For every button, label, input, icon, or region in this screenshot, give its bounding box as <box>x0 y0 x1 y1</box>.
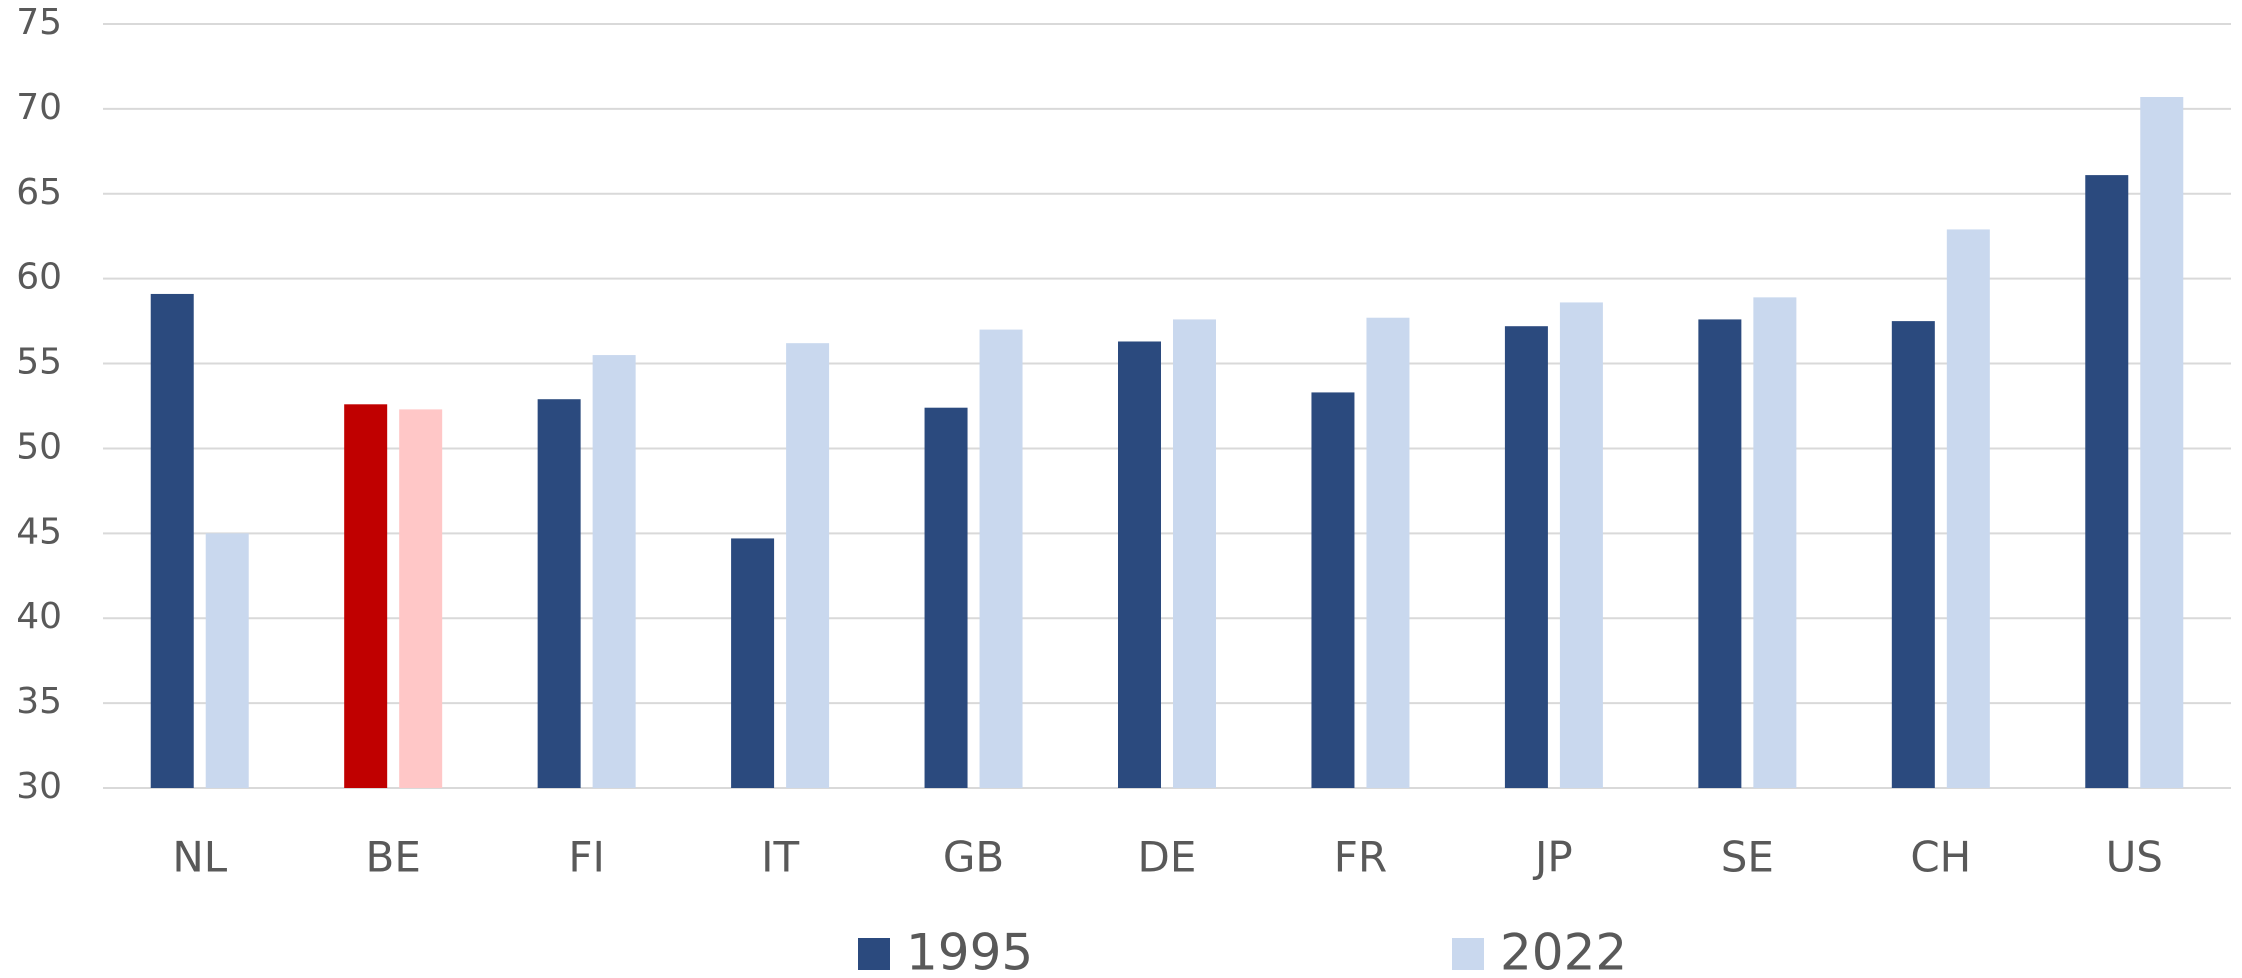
bar <box>1504 326 1548 788</box>
bar <box>1946 229 1990 789</box>
bar <box>399 409 443 788</box>
bar <box>1311 392 1355 788</box>
y-tick-label: 75 <box>16 2 62 43</box>
x-tick-label: NL <box>172 833 227 882</box>
y-tick-label: 55 <box>16 342 62 383</box>
legend-swatch <box>858 938 890 970</box>
y-tick-label: 35 <box>16 681 62 722</box>
legend-label: 1995 <box>906 924 1033 978</box>
y-tick-label: 60 <box>16 257 62 298</box>
y-tick-label: 45 <box>16 511 62 552</box>
y-tick-label: 40 <box>16 596 62 637</box>
x-tick-label: GB <box>943 833 1004 882</box>
bar <box>2085 175 2129 788</box>
bar <box>924 407 968 788</box>
bar <box>2140 97 2184 788</box>
x-tick-label: IT <box>761 833 799 882</box>
x-tick-label: US <box>2106 833 2163 882</box>
y-tick-label: 50 <box>16 426 62 467</box>
x-tick-label: DE <box>1138 833 1197 882</box>
bar <box>1559 302 1603 788</box>
x-tick-label: JP <box>1532 833 1573 882</box>
bar <box>1173 319 1216 788</box>
bar <box>205 533 249 788</box>
x-tick-label: SE <box>1721 833 1774 882</box>
y-tick-label: 65 <box>16 172 62 213</box>
bar <box>150 293 194 788</box>
bar <box>1753 297 1797 788</box>
bar <box>1118 341 1161 788</box>
y-tick-label: 30 <box>16 766 62 807</box>
x-tick-label: FR <box>1334 833 1387 882</box>
x-tick-label: CH <box>1910 833 1971 882</box>
bar <box>344 404 388 788</box>
bar <box>1698 319 1742 788</box>
legend-label: 2022 <box>1500 924 1627 978</box>
bar <box>592 355 636 788</box>
bar <box>1366 317 1410 788</box>
bar <box>979 329 1023 788</box>
bar <box>537 399 581 788</box>
bar <box>731 538 775 788</box>
legend-swatch <box>1452 938 1484 970</box>
x-tick-label: BE <box>366 833 421 882</box>
y-tick-label: 70 <box>16 87 62 128</box>
bar <box>1891 321 1935 788</box>
x-tick-label: FI <box>568 833 605 882</box>
bar <box>786 343 830 788</box>
